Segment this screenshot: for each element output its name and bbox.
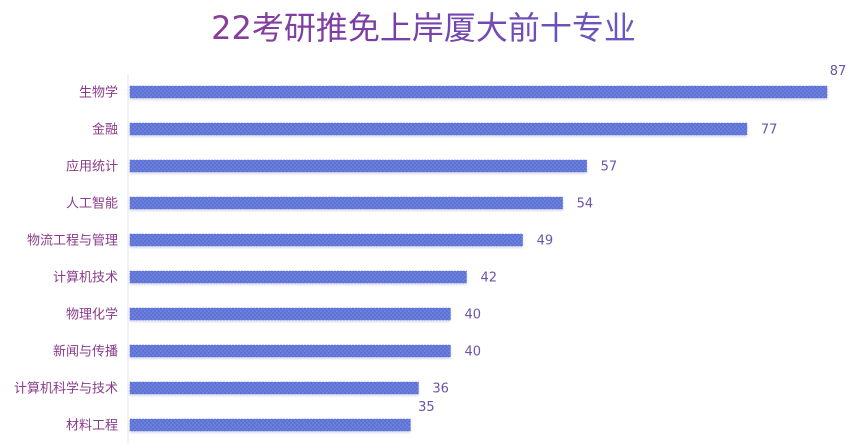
bar	[129, 344, 451, 358]
value-labels: 87 77 57 54 49 42 40 40 36 35	[418, 64, 846, 415]
category-label: 物理化学	[66, 307, 118, 323]
value-label: 36	[432, 382, 449, 397]
bar	[129, 270, 467, 284]
bars-layer	[129, 85, 828, 432]
value-label: 57	[601, 160, 618, 175]
value-label: 77	[761, 123, 778, 138]
category-label: 人工智能	[66, 197, 118, 212]
bar	[129, 307, 451, 321]
value-label: 54	[577, 197, 594, 212]
value-label: 40	[464, 345, 481, 360]
category-label: 材料工程	[66, 419, 118, 434]
value-label: 40	[464, 308, 481, 323]
chart-title: 22考研推免上岸厦大前十专业	[0, 6, 847, 50]
bar	[129, 418, 411, 432]
category-label: 物流工程与管理	[27, 234, 118, 249]
value-label: 49	[537, 234, 554, 249]
category-labels: 生物学金融应用统计人工智能物流工程与管理计算机技术物理化学新闻与传播计算机科学与…	[14, 85, 118, 434]
category-label: 计算机技术	[53, 271, 118, 286]
bar	[129, 122, 748, 136]
category-label: 新闻与传播	[53, 344, 118, 360]
bar	[129, 233, 523, 247]
category-label: 金融	[92, 122, 118, 138]
value-label: 35	[418, 400, 435, 415]
value-label: 87	[830, 64, 847, 79]
value-label: 42	[480, 271, 497, 286]
bar	[129, 196, 563, 210]
category-label: 生物学	[79, 85, 118, 101]
category-label: 应用统计	[66, 159, 118, 175]
bar	[129, 85, 828, 99]
category-label: 计算机科学与技术	[14, 381, 118, 397]
bar	[129, 381, 419, 395]
bar	[129, 159, 587, 173]
